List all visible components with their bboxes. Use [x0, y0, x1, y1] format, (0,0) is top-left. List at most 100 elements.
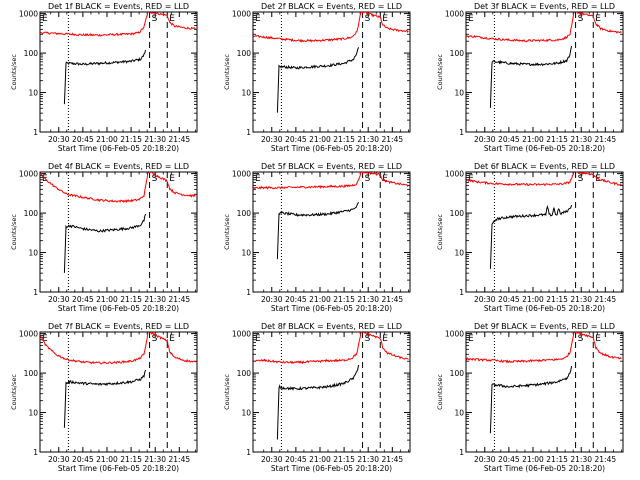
x-tick-label: 20:30 [48, 135, 70, 144]
events-series-line [63, 369, 147, 428]
y-tick-label: 100 [450, 209, 465, 218]
x-tick-label: 21:30 [570, 295, 592, 304]
y-tick-label: 10 [28, 249, 38, 258]
x-tick-label: 21:00 [96, 455, 118, 464]
x-tick-label: 21:45 [169, 455, 191, 464]
x-tick-label: 21:45 [169, 135, 191, 144]
events-series [489, 366, 573, 434]
x-tick-label: 21:30 [144, 295, 166, 304]
dashed-end-marker-label: E [169, 174, 175, 184]
dashed-end-marker-label: E [382, 334, 388, 344]
dashed-start-marker-label: S [152, 14, 158, 24]
events-series-line [276, 47, 360, 113]
events-series [276, 47, 360, 113]
dashed-start-marker-label: S [578, 14, 584, 24]
x-tick-label: 21:15 [120, 135, 142, 144]
y-tick-label: 1 [33, 448, 38, 457]
plot-frame [465, 331, 624, 453]
events-series-line [63, 213, 147, 273]
x-tick-label: 21:15 [333, 135, 355, 144]
y-tick-label: 1000 [232, 330, 251, 339]
lld-series-line [253, 332, 409, 365]
events-series [63, 369, 147, 428]
lld-series [253, 332, 409, 365]
x-tick-label: 21:45 [382, 295, 404, 304]
plot-frame [39, 331, 198, 453]
dashed-end-marker-label: E [595, 334, 601, 344]
plot-frame [39, 171, 198, 293]
lld-series-line [466, 332, 622, 364]
events-series-line [276, 201, 360, 260]
events-series [489, 45, 573, 108]
x-tick-label: 21:15 [546, 455, 568, 464]
y-tick-label: 100 [450, 49, 465, 58]
x-tick-label: 20:45 [285, 295, 307, 304]
lld-series [466, 332, 622, 364]
y-tick-label: 1 [459, 128, 464, 137]
events-series [63, 49, 147, 105]
x-tick-label: 21:30 [144, 455, 166, 464]
lld-series [40, 332, 196, 365]
y-tick-label: 1000 [232, 10, 251, 19]
y-tick-label: 1 [459, 448, 464, 457]
x-tick-label: 21:15 [120, 455, 142, 464]
x-tick-label: 21:30 [357, 455, 379, 464]
lld-series [40, 172, 196, 204]
y-tick-label: 1 [246, 288, 251, 297]
chart-title: Det 8f BLACK = Events, RED = LLD [261, 322, 402, 331]
x-tick-label: 20:30 [474, 135, 496, 144]
y-axis-label: Counts/sec [436, 374, 444, 410]
y-tick-label: 1000 [19, 330, 38, 339]
start-marker-label: E [42, 334, 48, 344]
dashed-start-marker-label: S [152, 334, 158, 344]
y-tick-label: 100 [237, 49, 252, 58]
x-tick-label: 20:45 [498, 455, 520, 464]
x-axis-label: Start Time (06-Feb-05 20:18:20) [484, 144, 605, 153]
y-tick-label: 100 [450, 369, 465, 378]
x-tick-label: 21:00 [522, 295, 544, 304]
events-series [489, 204, 573, 269]
dashed-end-marker-label: E [382, 14, 388, 24]
x-tick-label: 21:00 [309, 295, 331, 304]
chart-title: Det 6f BLACK = Events, RED = LLD [474, 162, 615, 171]
start-marker-label: E [255, 174, 261, 184]
y-axis-label: Counts/sec [10, 214, 18, 250]
lld-series-line [253, 12, 409, 43]
x-tick-label: 21:30 [144, 135, 166, 144]
dashed-start-marker-label: S [365, 334, 371, 344]
y-tick-label: 10 [28, 89, 38, 98]
x-tick-label: 20:30 [474, 455, 496, 464]
chart-panel-7: Det 7f BLACK = Events, RED = LLD 1 10 100 10… [10, 322, 198, 473]
x-tick-label: 21:00 [522, 135, 544, 144]
events-series [63, 213, 147, 273]
plot-frame [252, 171, 411, 293]
y-tick-label: 10 [454, 249, 464, 258]
dashed-end-marker-label: E [595, 14, 601, 24]
x-axis-label: Start Time (06-Feb-05 20:18:20) [271, 144, 392, 153]
events-series-line [489, 366, 573, 434]
x-tick-label: 20:30 [48, 455, 70, 464]
plot-frame [465, 11, 624, 133]
y-tick-label: 1 [33, 128, 38, 137]
plot-frame [252, 331, 411, 453]
y-tick-label: 100 [24, 369, 39, 378]
lld-series [466, 12, 622, 43]
y-tick-label: 10 [454, 409, 464, 418]
y-axis-label: Counts/sec [10, 54, 18, 90]
lld-series [40, 12, 196, 37]
y-tick-label: 1000 [445, 170, 464, 179]
x-axis-label: Start Time (06-Feb-05 20:18:20) [484, 304, 605, 313]
x-tick-label: 21:45 [169, 295, 191, 304]
start-marker-label: E [42, 174, 48, 184]
events-series-line [489, 204, 573, 269]
start-marker-label: E [468, 334, 474, 344]
plot-frame [252, 11, 411, 133]
lld-series [253, 12, 409, 43]
x-tick-label: 21:15 [546, 295, 568, 304]
y-tick-label: 10 [454, 89, 464, 98]
chart-title: Det 4f BLACK = Events, RED = LLD [48, 162, 189, 171]
dashed-start-marker-label: S [578, 334, 584, 344]
lld-series-line [466, 172, 622, 187]
x-tick-label: 21:30 [570, 135, 592, 144]
